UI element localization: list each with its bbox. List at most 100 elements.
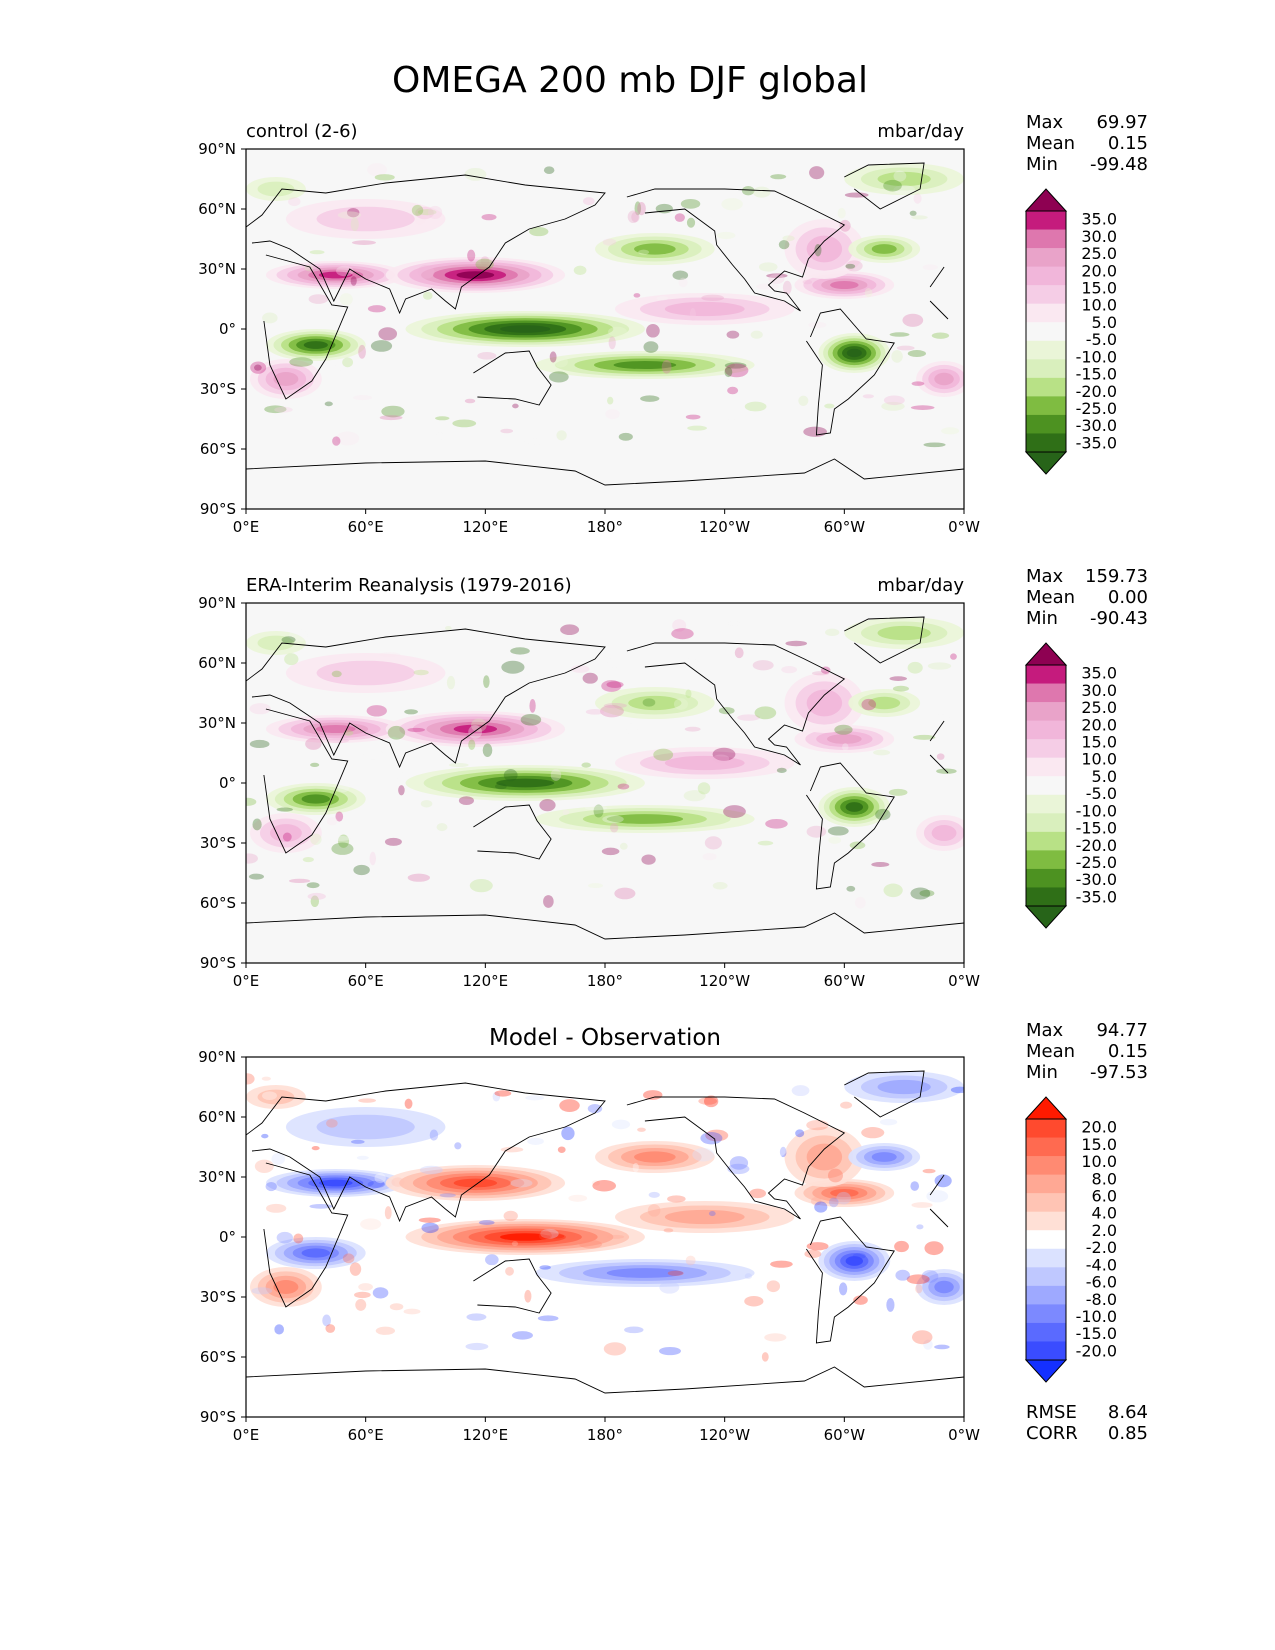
field-speckle bbox=[363, 749, 384, 760]
field-speckle bbox=[246, 1073, 255, 1085]
coastline-australia bbox=[473, 350, 552, 406]
field-speckle bbox=[246, 853, 258, 864]
field-contour bbox=[830, 1189, 859, 1197]
colorbar: 35.030.025.020.015.010.05.0-5.0-10.0-15.… bbox=[1024, 642, 1117, 929]
field-speckle bbox=[503, 1210, 518, 1222]
field-speckle bbox=[861, 1127, 885, 1139]
colorbar-tick-label: -35.0 bbox=[1076, 433, 1117, 452]
colorbar-tick-label: -25.0 bbox=[1076, 853, 1117, 872]
field-speckle bbox=[712, 747, 736, 761]
y-tick-label: 30°S bbox=[200, 380, 236, 398]
coastline-antarctica bbox=[246, 1366, 964, 1394]
field-speckle bbox=[608, 336, 616, 350]
field-contour bbox=[303, 341, 328, 349]
field-speckle bbox=[249, 739, 270, 749]
field-speckle bbox=[895, 1269, 910, 1281]
field-speckle bbox=[464, 398, 476, 404]
colorbar-tick-label: 30.0 bbox=[1081, 681, 1117, 700]
field-speckle bbox=[478, 1220, 495, 1225]
colorbar-tick-label: -35.0 bbox=[1076, 887, 1117, 906]
field-speckle bbox=[606, 1234, 625, 1239]
field-speckle bbox=[469, 879, 493, 893]
field-speckle bbox=[331, 842, 354, 855]
field-speckle bbox=[335, 363, 344, 371]
field-speckle bbox=[325, 1324, 336, 1333]
x-tick-label: 0°W bbox=[948, 518, 980, 536]
field-speckle bbox=[404, 1098, 413, 1109]
colorbar-segment bbox=[1026, 831, 1066, 851]
field-speckle bbox=[672, 619, 687, 632]
field-speckle bbox=[956, 1254, 964, 1263]
field-speckle bbox=[758, 262, 778, 272]
field-speckle bbox=[910, 887, 931, 900]
coastline-africa bbox=[263, 254, 349, 400]
field-speckle bbox=[454, 1142, 462, 1150]
field-speckle bbox=[782, 280, 792, 295]
colorbar-segment bbox=[1026, 229, 1066, 249]
field-speckle bbox=[798, 395, 809, 406]
field-speckle bbox=[806, 1242, 829, 1251]
field-speckle bbox=[803, 426, 827, 437]
coastline-africa bbox=[929, 1174, 945, 1196]
colorbar-tick-label: 35.0 bbox=[1081, 210, 1117, 229]
field-speckle bbox=[619, 842, 628, 850]
field-speckle bbox=[724, 363, 749, 378]
colorbar-segment bbox=[1026, 1211, 1066, 1231]
field-speckle bbox=[765, 818, 788, 829]
field-speckle bbox=[637, 1127, 646, 1132]
coastline-greenland bbox=[844, 1070, 925, 1118]
y-tick-label: 30°N bbox=[198, 260, 236, 278]
colorbar-tick-label: -8.0 bbox=[1086, 1290, 1117, 1309]
colorbar-extend-max bbox=[1024, 642, 1068, 666]
y-tick-label: 60°S bbox=[200, 440, 236, 458]
field-speckle bbox=[464, 167, 487, 181]
coastline-africa bbox=[929, 1208, 949, 1228]
colorbar-segment bbox=[1026, 1248, 1066, 1268]
field-speckle bbox=[653, 748, 674, 761]
field-speckle bbox=[811, 671, 830, 676]
field-speckle bbox=[810, 1196, 822, 1206]
field-speckle bbox=[346, 207, 360, 218]
field-speckle bbox=[840, 1101, 853, 1109]
field-speckle bbox=[505, 1266, 514, 1276]
colorbar-segment bbox=[1026, 1267, 1066, 1287]
coastline-south-america bbox=[806, 762, 895, 890]
field-speckle bbox=[827, 1168, 843, 1183]
field-speckle bbox=[888, 788, 908, 796]
field-speckle bbox=[435, 416, 450, 421]
field-speckle bbox=[607, 396, 614, 405]
colorbar-tick-label: -15.0 bbox=[1076, 819, 1117, 838]
field-speckle bbox=[584, 805, 608, 811]
field-speckle bbox=[411, 204, 424, 216]
field-speckle bbox=[910, 405, 935, 410]
field-speckle bbox=[927, 662, 952, 670]
field-contour bbox=[456, 271, 495, 279]
y-tick-label: 90°S bbox=[200, 954, 236, 972]
field-speckle bbox=[766, 273, 788, 279]
coastline-north-america bbox=[626, 188, 846, 312]
stat-label-max: Max bbox=[1026, 566, 1064, 587]
field-speckle bbox=[950, 1086, 964, 1094]
field-speckle bbox=[776, 767, 787, 773]
field-speckle bbox=[417, 209, 437, 216]
field-speckle bbox=[939, 1235, 958, 1244]
field-speckle bbox=[911, 1202, 933, 1208]
field-speckle bbox=[391, 1177, 405, 1187]
field-speckle bbox=[366, 705, 387, 717]
field-speckle bbox=[494, 1090, 512, 1097]
field-speckle bbox=[907, 350, 926, 357]
field-speckle bbox=[723, 805, 746, 818]
field-speckle bbox=[465, 1342, 489, 1351]
colorbar-segment bbox=[1026, 850, 1066, 870]
field-speckle bbox=[547, 1234, 565, 1239]
field-speckle bbox=[417, 265, 435, 279]
coastline-africa bbox=[263, 1162, 349, 1308]
field-contour bbox=[877, 171, 931, 187]
field-speckle bbox=[893, 170, 907, 182]
colorbar-tick-label: -15.0 bbox=[1076, 1324, 1117, 1343]
field-speckle bbox=[379, 415, 403, 421]
field-speckle bbox=[716, 231, 736, 240]
field-speckle bbox=[646, 324, 660, 338]
field-speckle bbox=[261, 1133, 269, 1139]
field-speckle bbox=[864, 287, 873, 298]
